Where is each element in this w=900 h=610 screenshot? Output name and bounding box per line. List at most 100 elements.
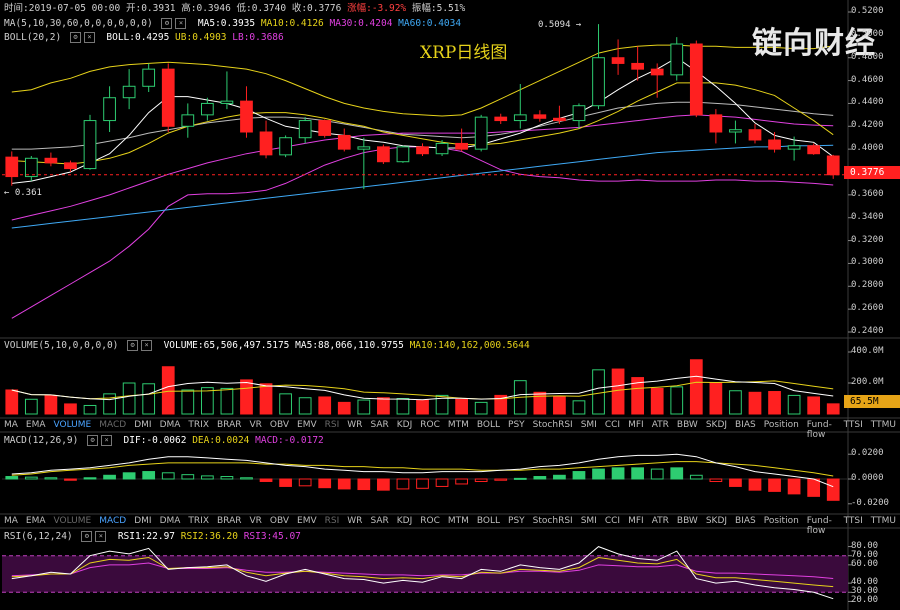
indicator-tab-roc[interactable]: ROC <box>420 516 440 526</box>
boll-settings-icon[interactable]: ⚙ <box>69 32 81 43</box>
indicator-tab-wr[interactable]: WR <box>347 420 363 430</box>
indicator-tab-wr[interactable]: WR <box>347 516 363 526</box>
indicator-tab-smi[interactable]: SMI <box>580 516 597 526</box>
indicator-tab-fund-flow[interactable]: Fund-flow <box>806 516 832 536</box>
candle-body <box>103 97 116 122</box>
indicator-tab-sar[interactable]: SAR <box>370 420 389 430</box>
indicator-tab-ema[interactable]: EMA <box>25 516 46 526</box>
volume-close-icon[interactable]: × <box>141 340 153 351</box>
indicator-tab-ema[interactable]: EMA <box>25 420 46 430</box>
boll-lower-line <box>11 146 834 319</box>
volume-bar <box>161 366 175 415</box>
candle-body <box>826 155 840 176</box>
indicator-tab-boll[interactable]: BOLL <box>476 420 501 430</box>
macd-settings-icon[interactable]: ⚙ <box>87 435 99 446</box>
indicator-tab-stochrsi[interactable]: StochRSI <box>532 516 573 526</box>
indicator-tab-macd[interactable]: MACD <box>99 420 127 430</box>
indicator-tab-kdj[interactable]: KDJ <box>396 516 413 526</box>
indicator-tab-dma[interactable]: DMA <box>159 420 181 430</box>
macd-dif-line <box>11 453 834 488</box>
indicator-tab-brar[interactable]: BRAR <box>217 516 242 526</box>
macd-bar <box>377 478 390 491</box>
macd-dea-value: DEA:0.0024 <box>192 435 250 446</box>
indicator-tab-fund-flow[interactable]: Fund-flow <box>806 420 832 440</box>
indicator-tab-ttsi[interactable]: TTSI <box>843 420 863 430</box>
indicator-tab-position[interactable]: Position <box>763 516 799 526</box>
indicator-tab-brar[interactable]: BRAR <box>217 420 242 430</box>
indicator-tab-bias[interactable]: BIAS <box>735 420 756 430</box>
indicator-tab-cci[interactable]: CCI <box>604 420 621 430</box>
boll-close-icon[interactable]: × <box>83 32 95 43</box>
indicator-tab-skdj[interactable]: SKDJ <box>705 516 728 526</box>
indicator-tab-mfi[interactable]: MFI <box>628 516 644 526</box>
indicator-tab-bias[interactable]: BIAS <box>735 516 756 526</box>
price-tick-label: 0.4800 <box>851 51 884 62</box>
indicator-tab-ma[interactable]: MA <box>4 420 18 430</box>
indicator-tab-kdj[interactable]: KDJ <box>396 420 413 430</box>
rsi-settings-icon[interactable]: ⚙ <box>81 531 93 542</box>
indicator-tab-atr[interactable]: ATR <box>651 420 669 430</box>
candle-body <box>161 68 175 127</box>
indicator-tab-macd[interactable]: MACD <box>99 516 127 526</box>
indicator-tab-ttmu[interactable]: TTMU <box>870 420 896 430</box>
volume-bar <box>416 399 429 415</box>
macd-bar <box>513 477 527 480</box>
indicator-tab-atr[interactable]: ATR <box>651 516 669 526</box>
indicator-tab-volume[interactable]: VOLUME <box>53 516 92 526</box>
indicator-tab-vr[interactable]: VR <box>249 516 262 526</box>
indicator-tab-psy[interactable]: PSY <box>508 516 525 526</box>
ma-settings-icon[interactable]: ⚙ <box>161 18 173 29</box>
volume-bar <box>142 383 156 415</box>
indicator-tab-dmi[interactable]: DMI <box>134 516 152 526</box>
indicator-tab-emv[interactable]: EMV <box>297 516 317 526</box>
indicator-tab-mfi[interactable]: MFI <box>628 420 644 430</box>
info-open: 开:0.3931 <box>125 3 176 14</box>
indicator-tab-obv[interactable]: OBV <box>269 420 290 430</box>
indicator-tab-position[interactable]: Position <box>763 420 799 430</box>
indicator-tab-sar[interactable]: SAR <box>370 516 389 526</box>
macd-dif-value: DIF:-0.0062 <box>123 435 187 446</box>
indicator-tab-emv[interactable]: EMV <box>297 420 317 430</box>
indicator-tab-dma[interactable]: DMA <box>159 516 181 526</box>
rsi-close-icon[interactable]: × <box>95 531 107 542</box>
indicator-tab-rsi[interactable]: RSI <box>324 420 340 430</box>
indicator-tab-ttmu[interactable]: TTMU <box>870 516 896 526</box>
macd-bar <box>103 474 116 480</box>
indicator-tab-trix[interactable]: TRIX <box>188 516 209 526</box>
indicator-tab-dmi[interactable]: DMI <box>134 420 152 430</box>
candle-body <box>200 102 214 116</box>
indicator-tab-obv[interactable]: OBV <box>269 516 290 526</box>
indicator-tab-mtm[interactable]: MTM <box>447 516 469 526</box>
indicator-tab-rsi[interactable]: RSI <box>324 516 340 526</box>
indicator-tab-ma[interactable]: MA <box>4 516 18 526</box>
indicator-tab-smi[interactable]: SMI <box>580 420 597 430</box>
indicator-tab-bbw[interactable]: BBW <box>676 516 698 526</box>
info-high: 高:0.3946 <box>181 3 231 14</box>
indicator-tab-roc[interactable]: ROC <box>420 420 440 430</box>
rsi-tick-label: 70.00 <box>851 549 879 560</box>
candle-body <box>474 116 488 150</box>
candle-body <box>455 142 468 150</box>
volume-value: VOLUME:65,506,497.5175 <box>163 340 290 351</box>
ma-close-icon[interactable]: × <box>175 18 187 29</box>
indicator-tab-volume[interactable]: VOLUME <box>53 420 92 430</box>
indicator-tab-cci[interactable]: CCI <box>604 516 621 526</box>
indicator-tab-psy[interactable]: PSY <box>508 420 525 430</box>
rsi2-line <box>11 556 834 588</box>
indicator-tab-vr[interactable]: VR <box>249 420 262 430</box>
indicator-tab-stochrsi[interactable]: StochRSI <box>532 420 573 430</box>
macd-bar <box>44 477 58 480</box>
indicator-tab-skdj[interactable]: SKDJ <box>705 420 728 430</box>
macd-close-icon[interactable]: × <box>101 435 113 446</box>
indicator-tab-bbw[interactable]: BBW <box>676 420 698 430</box>
indicator-tab-ttsi[interactable]: TTSI <box>843 516 863 526</box>
macd-bar <box>64 478 77 481</box>
macd-legend: MACD(12,26,9) ⚙ × DIF:-0.0062 DEA:0.0024 … <box>4 435 324 446</box>
volume-settings-icon[interactable]: ⚙ <box>127 340 139 351</box>
indicator-tab-boll[interactable]: BOLL <box>476 516 501 526</box>
indicator-tab-trix[interactable]: TRIX <box>188 420 209 430</box>
indicator-tab-mtm[interactable]: MTM <box>447 420 469 430</box>
macd-legend-label: MACD(12,26,9) <box>4 435 79 446</box>
